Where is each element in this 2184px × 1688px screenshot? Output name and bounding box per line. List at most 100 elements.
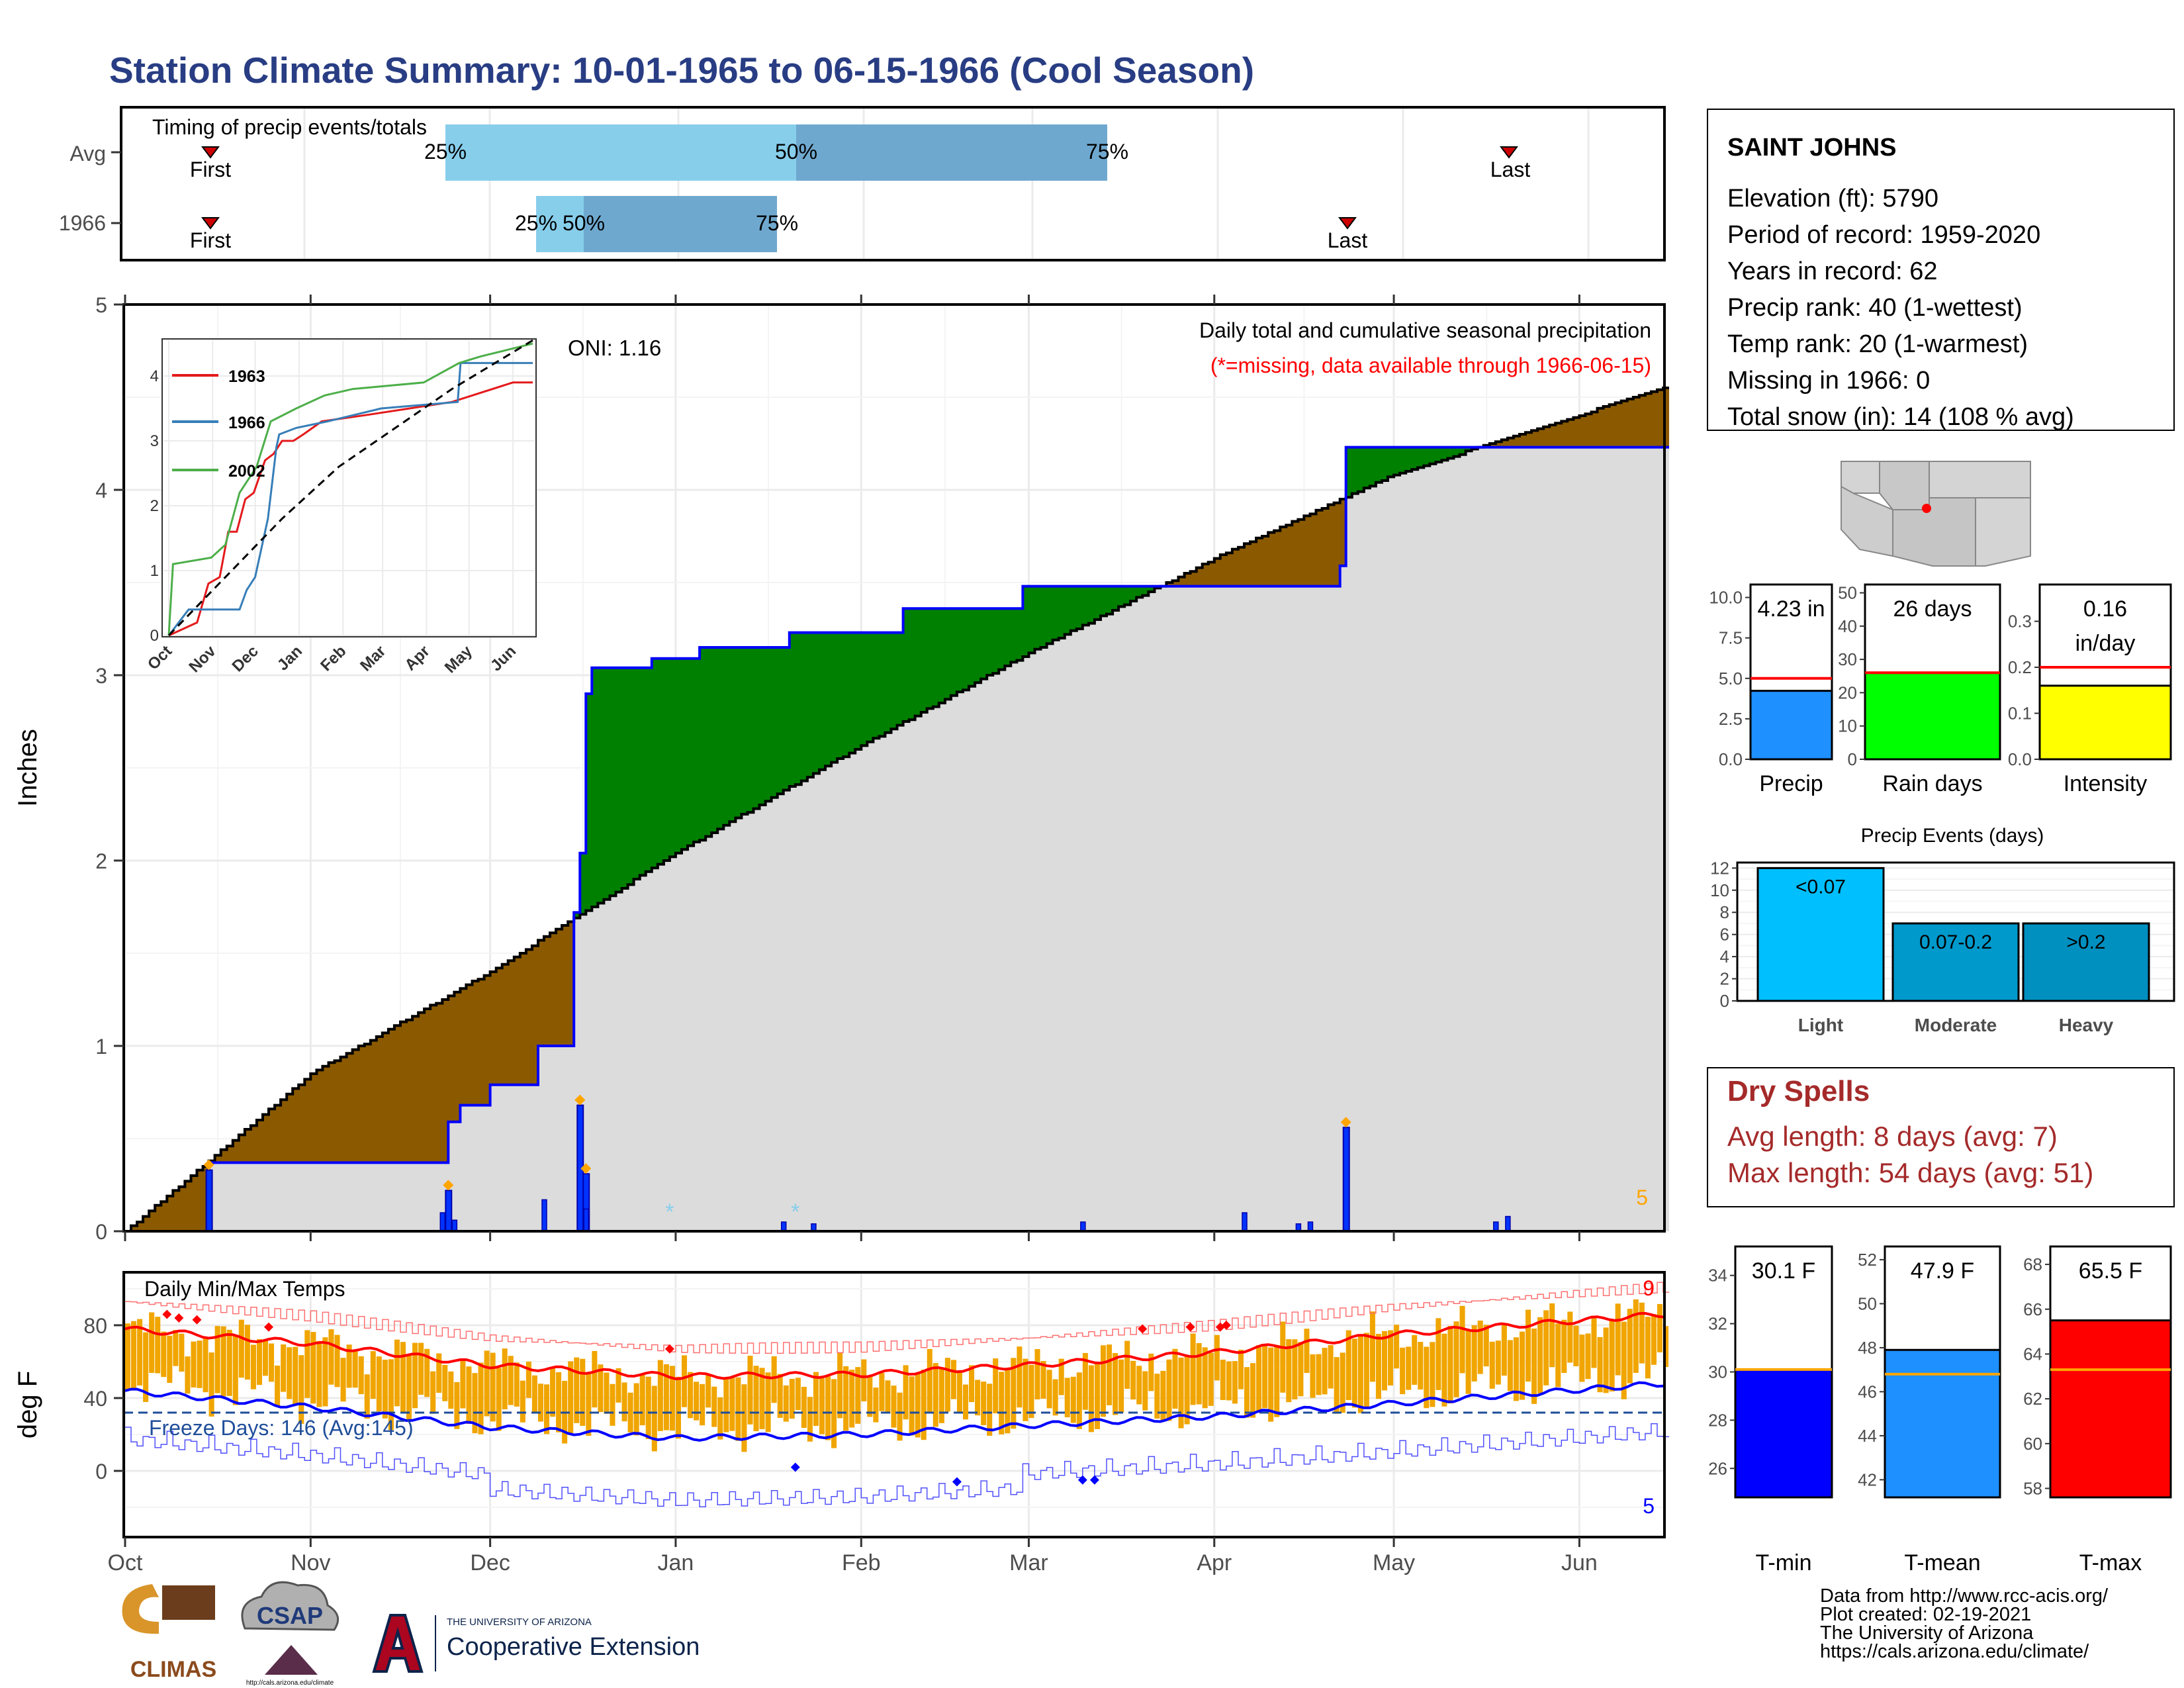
t-min-value-label: 30.1 F [1752,1258,1815,1284]
temps-daily-bar [688,1372,694,1419]
precip-daily-small-bar [541,1199,547,1232]
temps-daily-bar [1381,1331,1388,1391]
temps-daily-bar [627,1392,633,1432]
precip-y-tick-label: 1 [95,1035,107,1058]
temps-daily-bar [1118,1359,1124,1413]
temps-daily-bar [1555,1323,1561,1387]
temps-daily-bar [663,1364,669,1430]
small-bar-tick-label: 0.0 [2008,749,2032,769]
temps-daily-bar [855,1367,861,1424]
temps-daily-bar [1310,1354,1316,1398]
temps-daily-bar [293,1346,298,1405]
temps-daily-bar [1262,1344,1268,1409]
temps-daily-bar [938,1368,944,1423]
precip-daily-small-bar [1080,1221,1086,1232]
temps-daily-bar [993,1358,999,1414]
temps-daily-bar [1280,1321,1286,1393]
small-bar-tick-label: 30 [1838,649,1857,669]
temps-daily-bar [909,1376,915,1436]
small-bar-tick-label: 40 [1838,616,1857,636]
temps-daily-bar [334,1335,340,1387]
temps-daily-bar [783,1385,789,1422]
temps-daily-bar [1226,1361,1232,1401]
precip-count-label: 5 [1636,1186,1648,1209]
temps-daily-bar [1657,1303,1662,1352]
temps-daily-bar [484,1350,490,1417]
temps-daily-bar [1136,1366,1142,1405]
temps-daily-bar [1591,1317,1597,1368]
temps-daily-bar [508,1356,514,1405]
temps-daily-bar [556,1372,562,1432]
precip-daily-small-bar [439,1212,446,1232]
temps-record-max-line [125,1282,1669,1354]
temps-daily-bar [358,1356,364,1395]
temps-daily-bar [1465,1329,1471,1394]
station-line: Period of record: 1959-2020 [1727,221,2040,249]
temps-x-tick-label: Jan [658,1550,694,1575]
temps-daily-bar [1172,1348,1178,1409]
temps-daily-bar [1088,1365,1094,1432]
small-bar-tick-label: 30 [1708,1362,1727,1382]
precip-daily-small-bar [1493,1221,1499,1232]
temps-daily-bar [831,1379,837,1448]
temps-daily-bar [789,1378,795,1419]
t-max-chart: 58 60 62 64 66 68 65.5 F T-max [2023,1245,2172,1575]
events-tick-label: 12 [1710,858,1729,878]
temps-daily-bar [269,1343,275,1382]
precip-daily-max-marker [1340,1117,1351,1128]
temps-daily-bar [669,1366,675,1431]
temps-daily-bar [1304,1329,1310,1374]
map-region-northeast [1929,461,2031,498]
temps-daily-bar [1202,1347,1208,1409]
temps-daily-bar [1178,1357,1184,1429]
dry-spells-avg: Avg length: 8 days (avg: 7) [1727,1121,2058,1152]
missing-data-marker: * [791,1199,799,1225]
precip-y-axis-label: Inches [13,729,42,807]
temps-daily-bar [1113,1353,1118,1415]
temps-daily-bar [795,1378,801,1411]
temps-daily-bar [1495,1340,1501,1385]
inset-line-2002 [167,342,533,636]
precip-y-tick-label: 4 [95,479,107,502]
footer-line: The University of Arizona [1820,1622,2034,1644]
precip-y-tick-label: 5 [95,293,107,317]
temps-daily-bar [262,1339,269,1376]
temps-daily-bar [137,1319,143,1386]
temps-daily-bar [346,1344,352,1388]
inset-legend-1966: 1966 [228,414,265,432]
timing-1966-p25-label: 25% [515,211,557,235]
temps-daily-bar [208,1352,214,1417]
temps-daily-bar [1268,1347,1274,1422]
temps-record-min-line [125,1423,1669,1508]
temps-daily-bar [275,1365,281,1407]
precip-summary-bars: 0.0 2.5 5.0 7.5 10.0 4.23 in Precip 0 10 20 30 40 50… [1709,583,2172,796]
temps-daily-bar [981,1382,987,1425]
temps-daily-bar [143,1332,149,1402]
small-bar-tick-label: 60 [2023,1434,2042,1454]
temps-daily-bar [867,1375,873,1417]
temps-daily-bar [250,1344,256,1389]
temps-daily-bar [574,1357,580,1423]
freeze-days-label: Freeze Days: 146 (Avg:145) [149,1416,414,1440]
temps-daily-bar [310,1332,316,1404]
temps-daily-bar [472,1373,478,1434]
t-mean-bar [1884,1348,2001,1499]
events-tick-label: 6 [1720,925,1729,945]
ua-logo-line2: Cooperative Extension [447,1633,700,1661]
temps-daily-bar [1388,1330,1394,1385]
temps-daily-bar [735,1377,741,1441]
temps-daily-bar [161,1331,167,1378]
temps-daily-bar [1363,1333,1369,1408]
temps-daily-bar [1184,1355,1190,1425]
temps-daily-bar [1298,1342,1304,1397]
temps-daily-bar [418,1342,424,1395]
dry-spells-frame [1707,1067,2175,1207]
climas-logo: CLIMAS [122,1584,216,1682]
events-title: Precip Events (days) [1861,825,2044,847]
temps-daily-bar [861,1359,867,1401]
temps-daily-bar [525,1361,531,1398]
temps-daily-bar [1034,1349,1040,1400]
precip-y-tick-label: 0 [95,1220,107,1244]
precip-value-label: 4.23 in [1757,596,1825,622]
small-bar-tick-label: 0.3 [2008,612,2032,632]
